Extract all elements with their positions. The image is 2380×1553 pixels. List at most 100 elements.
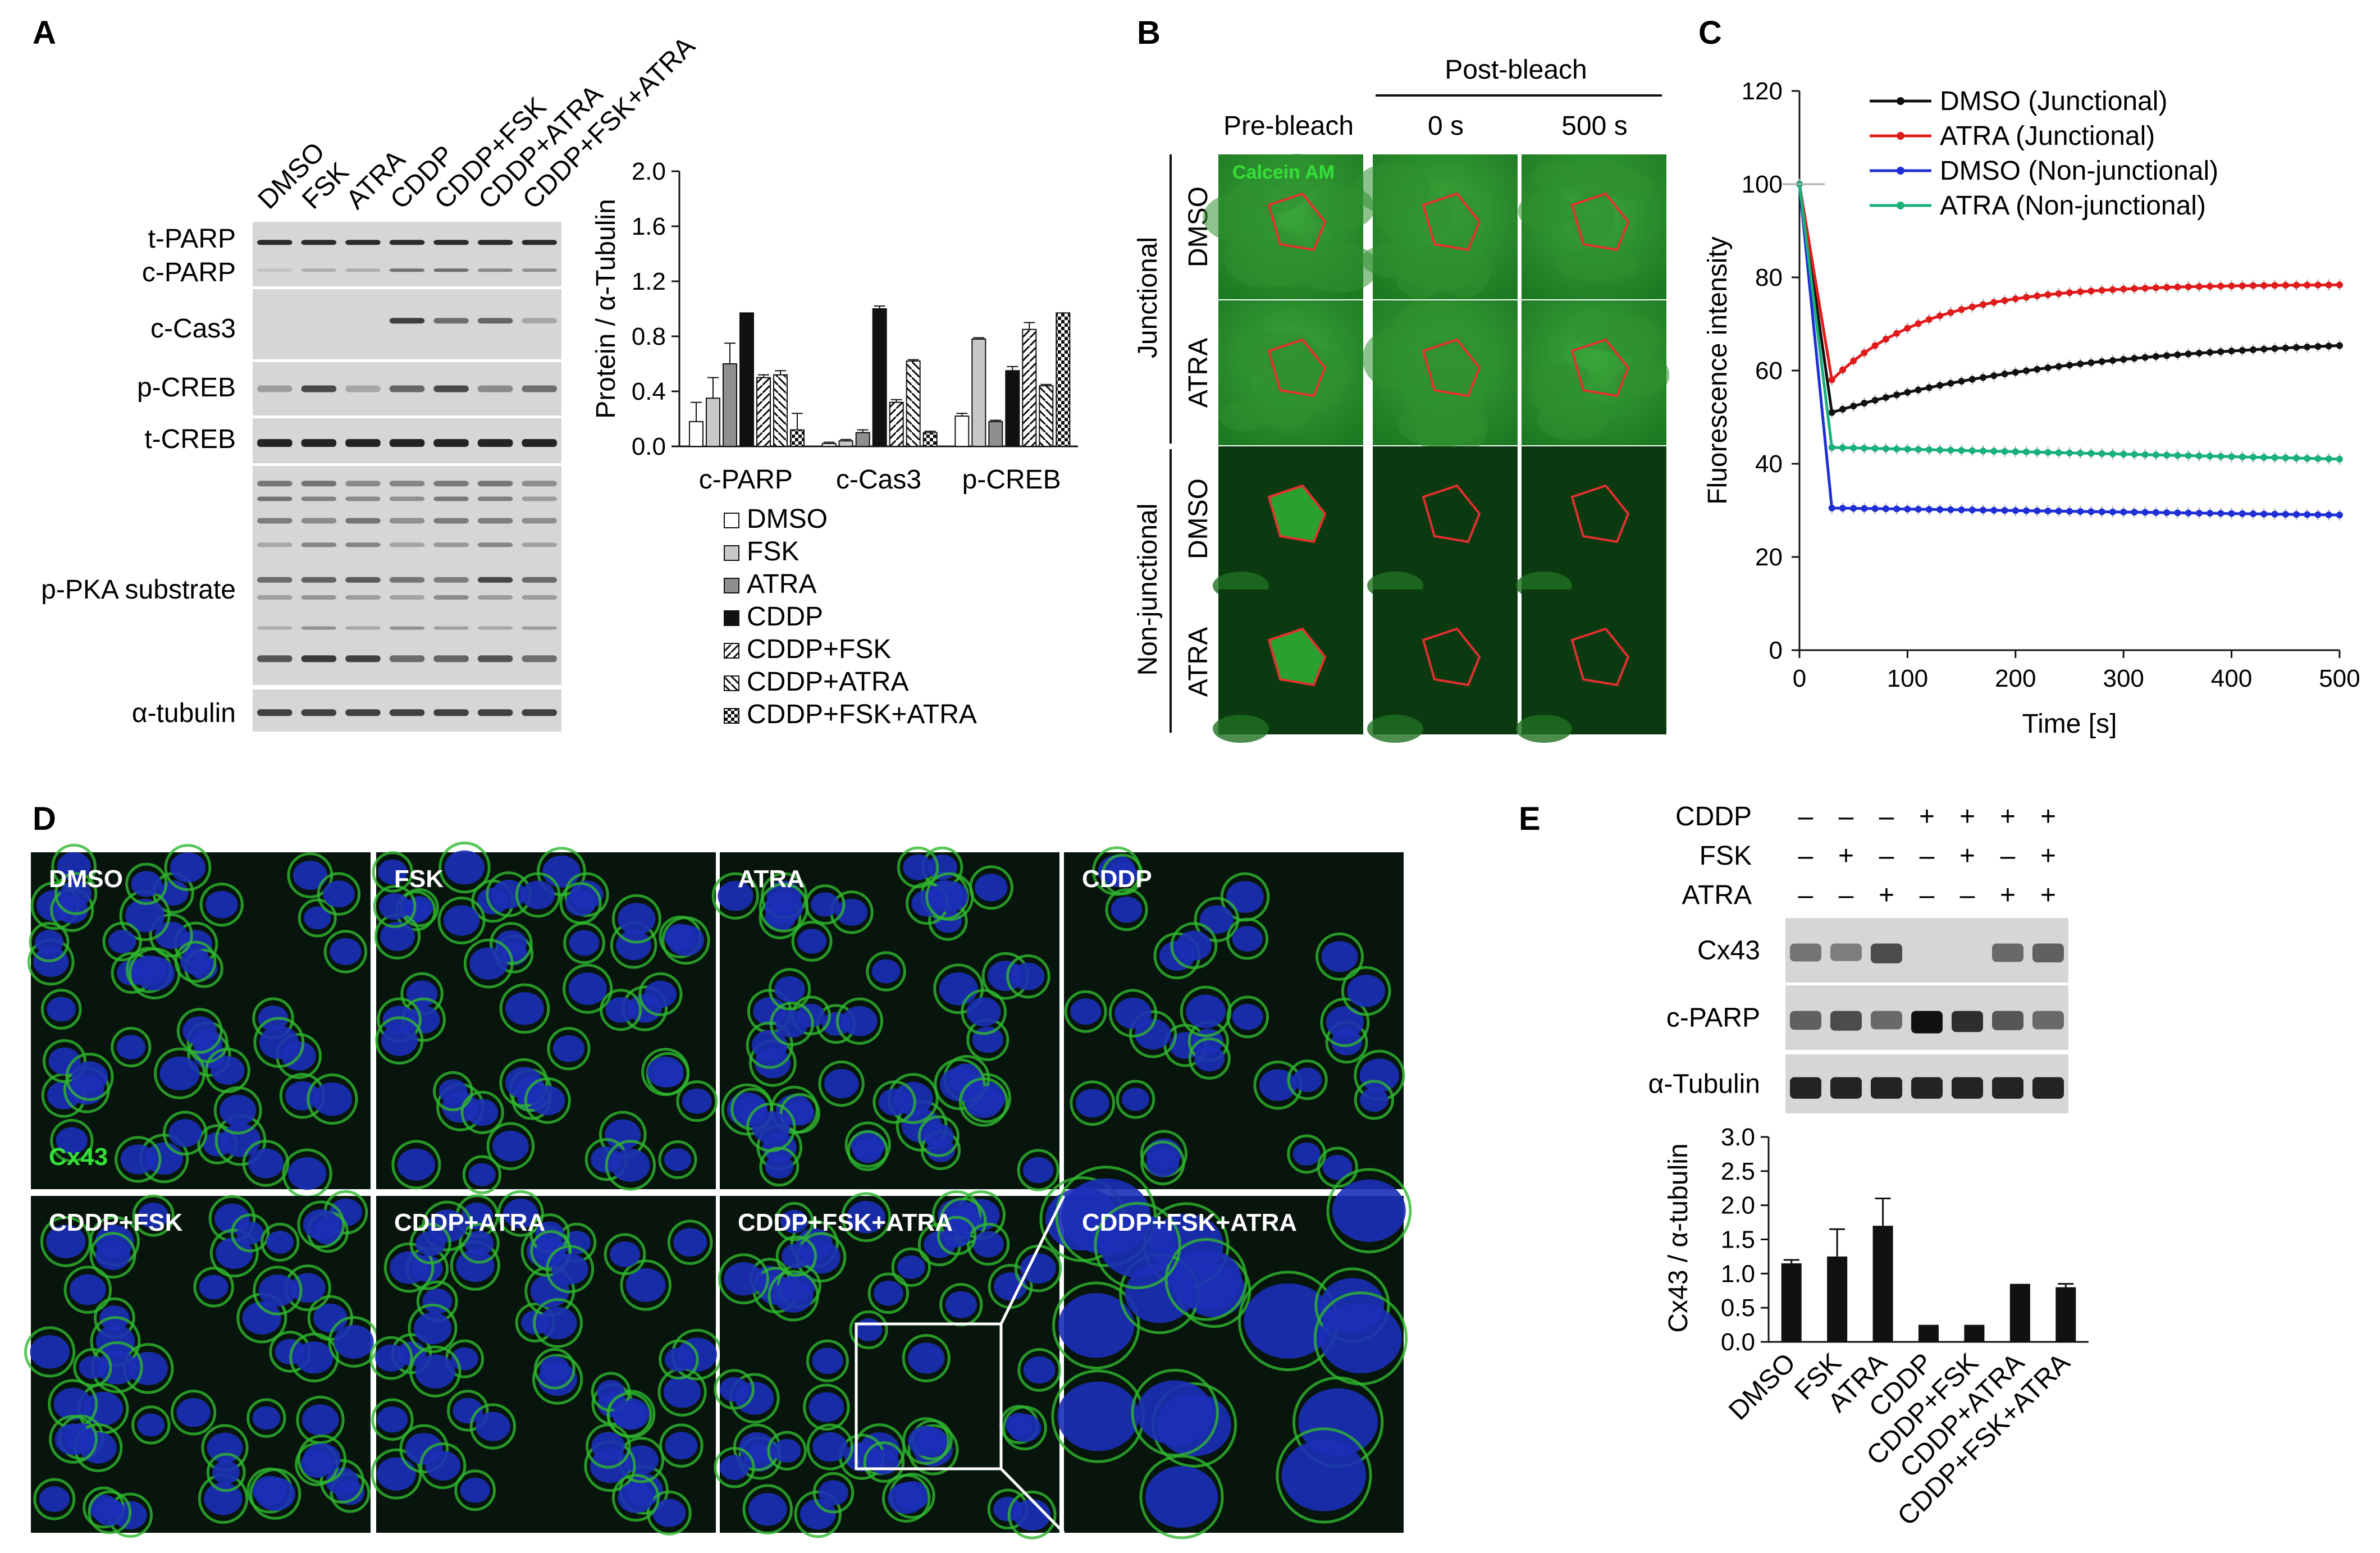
data-point — [2336, 511, 2343, 519]
cell-membrane — [835, 997, 884, 1045]
blot-label: p-PKA substrate — [41, 575, 236, 605]
cell-nucleus — [134, 956, 175, 991]
blot-band — [345, 268, 381, 272]
data-point — [2217, 453, 2224, 460]
cell-membrane — [176, 1008, 223, 1054]
data-point — [1882, 445, 1889, 453]
blot-band — [433, 439, 469, 447]
blot-band — [477, 318, 513, 324]
cell-membrane — [917, 1115, 960, 1157]
cell-membrane — [812, 1472, 855, 1514]
cell-nucleus — [108, 930, 136, 953]
blot-band — [345, 518, 381, 524]
bar — [689, 421, 704, 447]
cell-blob — [1267, 154, 1327, 194]
data-point — [1882, 394, 1889, 401]
cell-nucleus — [312, 1082, 353, 1116]
blot-label: c-Cas3 — [150, 314, 236, 344]
cell-membrane — [497, 1190, 544, 1237]
cell-membrane — [383, 1242, 435, 1293]
cell-membrane — [49, 1415, 98, 1464]
data-point — [2055, 363, 2062, 370]
cell-nucleus — [379, 893, 411, 920]
data-point — [1915, 446, 1922, 453]
bar — [971, 338, 986, 447]
cell-membrane — [164, 844, 212, 891]
bar — [1022, 328, 1037, 447]
data-point — [1828, 444, 1835, 451]
cell-membrane — [1276, 1427, 1372, 1524]
bar — [706, 398, 720, 447]
blot-label: Cx43 — [1697, 936, 1760, 966]
data-point — [2271, 282, 2278, 289]
panel-a-western-blot: DMSOFSKATRACDDPCDDP+FSKCDDP+ATRACDDP+FSK… — [41, 31, 701, 732]
blot-label: c-PARP — [1666, 1003, 1760, 1033]
cell-nucleus — [505, 1067, 543, 1099]
cell-blob — [1537, 398, 1609, 440]
data-point — [2195, 509, 2203, 517]
stain-label: Cx43 — [49, 1143, 108, 1171]
cell-nucleus — [853, 1138, 883, 1163]
data-point — [2087, 359, 2095, 366]
cell-nucleus — [1281, 1439, 1367, 1511]
blot-band — [345, 709, 381, 716]
cell-nucleus — [71, 1061, 108, 1093]
cell-nucleus — [79, 1355, 107, 1379]
data-point — [2001, 448, 2008, 455]
cell-nucleus — [1075, 1089, 1109, 1118]
blot-band — [1952, 1077, 1983, 1099]
blot-band — [2032, 1077, 2064, 1099]
cell-nucleus — [652, 1499, 686, 1527]
cell-nucleus — [242, 1301, 281, 1335]
legend-label: DMSO (Junctional) — [1940, 86, 2167, 116]
bleach-roi — [1267, 627, 1327, 687]
data-point — [2239, 346, 2246, 354]
data-point — [1980, 506, 1987, 514]
cell-nucleus — [1070, 998, 1102, 1025]
blot-band — [301, 268, 337, 272]
bar — [2009, 1283, 2030, 1342]
data-point — [2055, 290, 2062, 297]
data-point — [2087, 450, 2095, 457]
cell-membrane — [925, 872, 974, 921]
cell-membrane — [933, 963, 984, 1015]
cell-nucleus — [624, 1445, 659, 1475]
cell-nucleus — [908, 1426, 944, 1456]
cell-nucleus — [618, 903, 656, 935]
cell-nucleus — [170, 852, 205, 883]
data-point — [2012, 507, 2019, 514]
data-point — [2228, 348, 2235, 355]
cell-nucleus — [945, 1291, 977, 1318]
cell-nucleus — [438, 1079, 468, 1103]
blot-band — [1992, 1077, 2023, 1099]
x-tick-label: 0 — [1793, 665, 1806, 692]
blot-band — [477, 595, 513, 600]
data-point — [1904, 389, 1911, 396]
cell-membrane — [847, 1130, 888, 1171]
cell-membrane — [606, 1392, 652, 1438]
cell-nucleus — [782, 1243, 811, 1269]
bleach-roi — [1570, 484, 1630, 543]
x-tick-label: 400 — [2211, 665, 2252, 692]
data-point — [2109, 286, 2116, 293]
cell-nucleus — [30, 1335, 70, 1369]
data-point — [2260, 510, 2268, 518]
cell-nucleus — [605, 1119, 641, 1150]
data-point — [2174, 284, 2181, 291]
cell-membrane — [174, 940, 217, 983]
blot-band — [477, 709, 513, 716]
cell-nucleus — [808, 1392, 844, 1422]
cell-membrane — [564, 872, 609, 917]
blot-band — [477, 496, 513, 501]
blot-band — [257, 655, 293, 663]
data-point — [2044, 364, 2052, 372]
cell-membrane — [1354, 1080, 1394, 1120]
blot-band — [1830, 943, 1862, 961]
cell-nucleus — [773, 1278, 814, 1313]
y-tick-label: 100 — [1742, 171, 1783, 198]
data-point — [2250, 346, 2257, 353]
data-point — [2217, 348, 2224, 355]
blot-band — [433, 240, 469, 245]
blot-band — [389, 439, 425, 447]
legend-label: DMSO (Non-junctional) — [1940, 156, 2218, 186]
